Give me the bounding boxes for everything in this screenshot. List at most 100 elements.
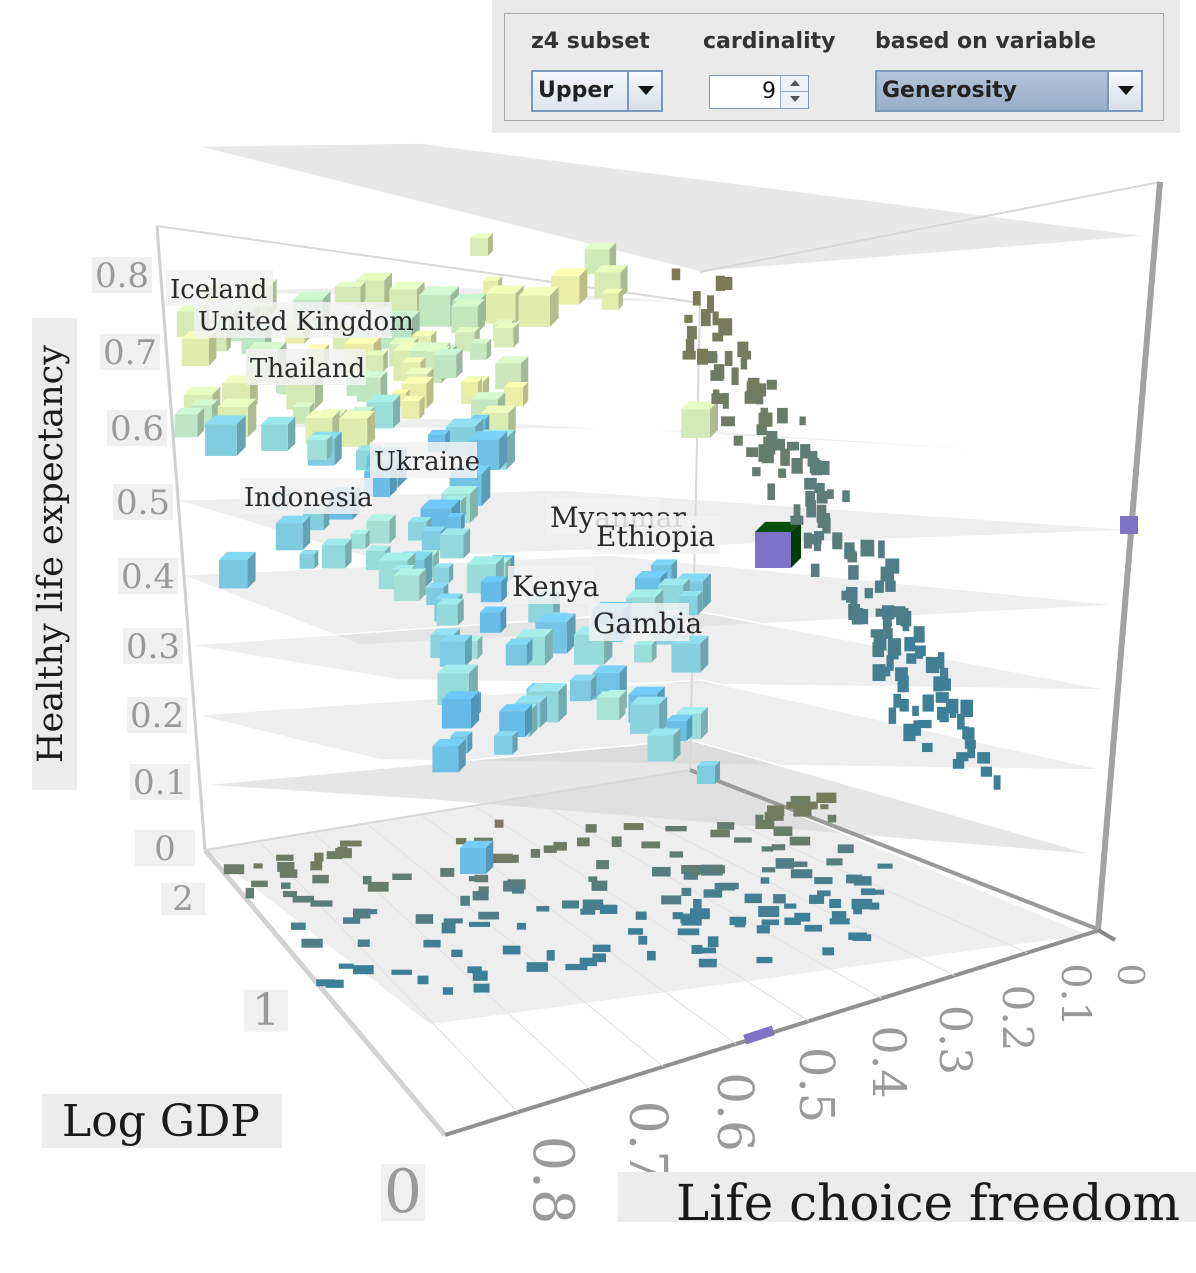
floor-mark (877, 863, 893, 869)
floor-mark (357, 939, 370, 947)
floor-mark (577, 837, 590, 847)
subset-control-panel: z4 subset cardinality based on variable … (492, 0, 1180, 133)
side-mark (925, 656, 940, 674)
floor-mark (681, 864, 702, 874)
side-mark (952, 758, 965, 769)
floor-mark (734, 837, 752, 843)
chevron-down-icon[interactable] (627, 72, 661, 110)
side-mark (766, 430, 778, 448)
floor-mark (314, 852, 324, 862)
highlighted-point (755, 521, 802, 568)
floor-mark (766, 805, 785, 817)
z-tick-label: 0.1 (1052, 963, 1098, 1027)
control-group-border: z4 subset cardinality based on variable … (504, 13, 1164, 121)
svg-text:0.8: 0.8 (95, 256, 149, 296)
floor-mark (661, 895, 682, 905)
point-label: Iceland (166, 270, 273, 306)
side-mark (705, 351, 718, 364)
side-mark (876, 666, 891, 677)
side-mark (904, 636, 916, 652)
side-mark (937, 652, 945, 669)
side-mark (755, 383, 767, 397)
floor-mark (784, 903, 797, 909)
floor-mark (638, 935, 648, 945)
spinner-down-icon[interactable] (780, 92, 808, 108)
floor-mark (691, 944, 703, 954)
svg-text:0.7: 0.7 (103, 333, 157, 373)
cardinality-spinner[interactable]: 9 (709, 75, 809, 109)
floor-mark (672, 912, 683, 920)
side-mark (707, 295, 715, 313)
floor-mark (282, 890, 297, 898)
side-mark (847, 551, 858, 563)
variable-dropdown-value: Generosity (882, 78, 1018, 103)
floor-mark (795, 801, 818, 810)
data-point (350, 529, 370, 549)
spinner-up-icon[interactable] (780, 76, 808, 92)
y-tick-label: 0.2 (127, 696, 187, 736)
floor-mark (335, 848, 352, 859)
side-mark (936, 706, 948, 720)
svg-text:Ethiopia: Ethiopia (596, 520, 715, 553)
floor-mark (699, 947, 717, 954)
side-mark (756, 424, 767, 436)
cardinality-value: 9 (762, 79, 776, 104)
floor-mark (352, 908, 371, 919)
floor-mark (474, 874, 489, 883)
data-point (219, 551, 256, 589)
side-mark (949, 701, 957, 718)
data-point (697, 760, 721, 784)
floor-mark (543, 845, 557, 853)
side-mark (875, 580, 884, 593)
side-mark (817, 513, 831, 528)
side-mark (964, 739, 976, 749)
floor-mark (623, 823, 644, 831)
floor-mark (691, 866, 701, 876)
data-point (634, 639, 657, 663)
floor-mark (301, 938, 323, 948)
y-axis-title: Healthy life expectancy (31, 345, 71, 763)
floor-mark (442, 987, 454, 995)
floor-mark (565, 963, 588, 971)
floor-mark (392, 873, 412, 881)
y-tick-label: 0.5 (113, 483, 173, 523)
floor-mark (817, 890, 831, 897)
floor-mark (652, 866, 671, 877)
axis-line (155, 225, 207, 851)
svg-text:2: 2 (172, 879, 194, 919)
data-point (480, 576, 507, 603)
side-mark (846, 587, 858, 603)
side-mark (718, 318, 733, 336)
side-mark (895, 667, 908, 682)
side-mark (715, 275, 726, 291)
floor-mark (827, 814, 837, 823)
side-mark (902, 617, 910, 632)
floor-mark (756, 925, 770, 934)
side-mark (711, 393, 725, 405)
variable-dropdown[interactable]: Generosity (875, 70, 1143, 112)
chevron-down-icon[interactable] (1107, 72, 1141, 110)
side-mark (712, 311, 719, 326)
floor-mark (582, 899, 604, 911)
side-mark (713, 364, 725, 380)
floor-grid-line (366, 822, 664, 1068)
floor-mark (440, 868, 455, 877)
side-mark (841, 590, 850, 601)
floor-mark (831, 911, 847, 919)
floor-mark (343, 917, 361, 924)
floor-mark (712, 865, 725, 874)
floor-mark (553, 841, 567, 851)
data-point (441, 691, 480, 729)
floor-mark-highlight (743, 1025, 775, 1045)
side-mark (799, 416, 806, 426)
floor-mark (417, 975, 429, 985)
subset-dropdown[interactable]: Upper (531, 70, 663, 112)
floor-mark (352, 965, 374, 975)
floor-mark (310, 900, 333, 907)
floor-mark (340, 840, 362, 847)
side-mark (887, 638, 902, 656)
floor-mark (822, 947, 835, 956)
floor-mark (764, 811, 784, 821)
floor-grid-line (258, 840, 519, 1113)
floor-mark (707, 936, 719, 948)
